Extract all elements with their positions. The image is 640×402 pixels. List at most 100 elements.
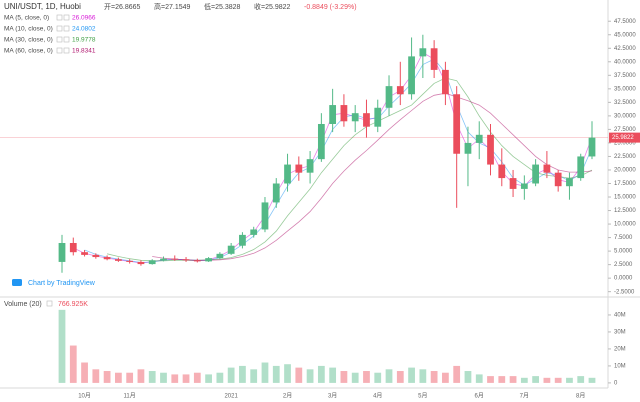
candle-body xyxy=(588,137,596,157)
volume-bar xyxy=(103,371,111,383)
x-tick-label: 7月 xyxy=(520,393,529,400)
y-tick-label: 47.5000 xyxy=(614,19,636,25)
volume-bar xyxy=(171,374,179,383)
symbol: UNI/USDT, 1D, Huobi xyxy=(4,2,81,11)
settings-icon[interactable] xyxy=(46,300,53,307)
volume-bar xyxy=(227,367,235,383)
candle-body xyxy=(81,252,88,255)
candle-body xyxy=(566,178,573,187)
last-price-tag xyxy=(609,132,640,143)
candle-body xyxy=(396,86,404,95)
volume-name: Volume (20) xyxy=(4,301,42,308)
candle-body xyxy=(250,229,258,235)
candle-body xyxy=(317,123,325,160)
volume-bar xyxy=(261,362,269,383)
y-tick-label: 45.0000 xyxy=(614,32,636,38)
volume-bar xyxy=(374,372,382,383)
y-tick-label: 0.0000 xyxy=(614,276,633,282)
candle-body xyxy=(554,172,562,187)
x-tick-label: 4月 xyxy=(373,393,382,400)
y-tick-label: 22.5000 xyxy=(614,154,636,160)
candle-body xyxy=(577,156,585,179)
candle-body xyxy=(306,159,314,173)
y-tick-label: 35.0000 xyxy=(614,86,636,92)
volume-tick-label: 10M xyxy=(614,363,626,369)
x-tick-label: 5月 xyxy=(418,393,427,400)
volume-bar xyxy=(577,376,585,383)
x-tick-label: 6月 xyxy=(475,393,484,400)
candle-body xyxy=(464,142,472,154)
open: 开=26.8665 xyxy=(104,3,140,11)
candle-body xyxy=(137,261,145,265)
volume-bar xyxy=(182,374,190,383)
volume-bar xyxy=(69,345,77,383)
volume-bar xyxy=(442,372,449,383)
volume-bar xyxy=(137,369,145,383)
y-tick-label: 10.0000 xyxy=(614,222,636,228)
volume-bar xyxy=(430,371,438,383)
volume-bar xyxy=(239,365,246,383)
candle-body xyxy=(182,259,190,261)
volume-bar xyxy=(453,365,461,383)
volume-bar xyxy=(126,372,134,383)
candle-body xyxy=(160,258,167,261)
candle-body xyxy=(509,178,517,189)
volume-bar xyxy=(148,371,156,383)
legend-value: 24.0802 xyxy=(72,26,96,33)
volume-bar xyxy=(272,365,280,383)
volume-bar xyxy=(520,377,528,383)
legend-icon xyxy=(63,47,70,54)
candle-body xyxy=(487,134,494,165)
tv-logo[interactable] xyxy=(12,279,22,286)
legend-icon xyxy=(56,47,63,54)
candle-body xyxy=(103,257,111,260)
candle-body xyxy=(193,260,201,262)
legend-value: 19.8341 xyxy=(72,48,96,55)
candle-body xyxy=(126,260,134,262)
candle-body xyxy=(351,113,359,122)
volume-bar xyxy=(205,374,212,383)
x-tick-label: 2021 xyxy=(224,394,238,400)
legend-icon xyxy=(63,14,70,21)
volume-bar xyxy=(351,372,359,383)
volume-bar xyxy=(532,376,539,383)
y-tick-label: 20.0000 xyxy=(614,168,636,174)
candle-body xyxy=(227,245,235,254)
volume-bar xyxy=(250,369,258,383)
candle-body xyxy=(92,254,100,258)
candle-body xyxy=(69,242,77,253)
close: 收=25.9822 xyxy=(254,2,290,11)
candle-body xyxy=(115,259,122,261)
x-tick-label: 10月 xyxy=(78,393,91,400)
volume-bar xyxy=(81,362,88,383)
volume-bar xyxy=(329,367,337,383)
volume-bar xyxy=(160,372,167,383)
volume-last: 766.925K xyxy=(58,301,88,308)
candle-body xyxy=(475,134,483,143)
volume-tick-label: 20M xyxy=(614,347,626,353)
legend-icon xyxy=(56,25,63,32)
volume-bar xyxy=(588,377,596,383)
volume-bar xyxy=(284,364,291,383)
candle-body xyxy=(532,164,539,184)
volume-tick-label: 0 xyxy=(614,380,618,386)
y-tick-label: 25.0000 xyxy=(614,141,636,147)
legend-value: 26.0966 xyxy=(72,15,96,22)
x-tick-label: 8月 xyxy=(576,393,585,400)
volume-bar xyxy=(385,369,393,383)
legend-name: MA (30, close, 0) xyxy=(4,37,53,44)
candle-body xyxy=(498,164,506,179)
y-tick-label: -2.5000 xyxy=(614,289,635,295)
candle-body xyxy=(408,56,415,95)
legend-name: MA (60, close, 0) xyxy=(4,48,53,55)
candle-body xyxy=(295,164,303,173)
candle-body xyxy=(239,234,246,246)
candle-body xyxy=(340,105,348,122)
volume-bar xyxy=(509,376,517,383)
candle-body xyxy=(543,164,551,173)
credit[interactable]: Chart by TradingView xyxy=(28,280,96,287)
candle-body xyxy=(374,107,382,127)
candle-body xyxy=(284,164,291,184)
volume-bar xyxy=(295,367,303,383)
legend-icon xyxy=(56,36,63,43)
